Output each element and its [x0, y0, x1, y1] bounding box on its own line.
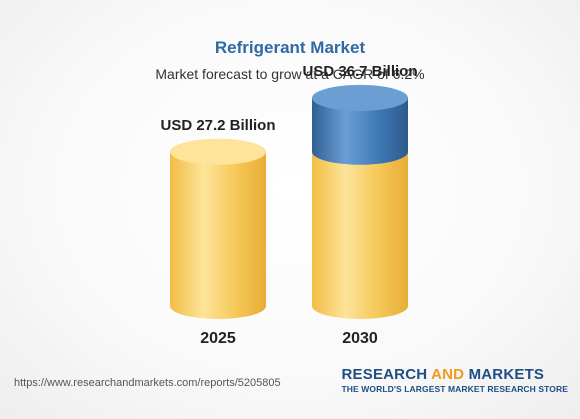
bar-2030-top	[312, 84, 408, 111]
value-label-2030: USD 36.7 Billion	[302, 63, 417, 80]
brand-name-part1: RESEARCH	[341, 366, 432, 383]
category-label-2030: 2030	[342, 330, 378, 347]
brand-logo: RESEARCH AND MARKETS THE WORLD'S LARGEST…	[342, 366, 569, 394]
bar-2030-base	[312, 151, 408, 319]
value-label-2025: USD 27.2 Billion	[160, 117, 275, 134]
brand-name: RESEARCH AND MARKETS	[342, 366, 569, 383]
category-label-2025: 2025	[200, 330, 236, 347]
brand-tagline: THE WORLD'S LARGEST MARKET RESEARCH STOR…	[341, 384, 568, 394]
source-url[interactable]: https://www.researchandmarkets.com/repor…	[14, 377, 281, 389]
bar-2030-growth	[312, 97, 408, 165]
bar-2025-top	[170, 138, 266, 165]
bar-2025-base	[170, 151, 266, 319]
brand-name-part3: MARKETS	[464, 366, 545, 383]
brand-name-accent: AND	[431, 366, 465, 383]
chart-subtitle: Market forecast to grow at a CAGR of 6.2…	[155, 66, 425, 82]
chart-title: Refrigerant Market	[214, 38, 366, 57]
